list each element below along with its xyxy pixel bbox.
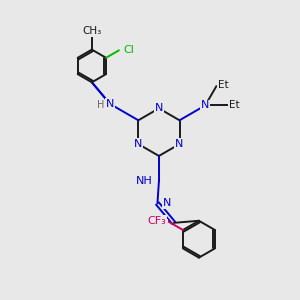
Text: N: N [175,139,184,149]
Text: Et: Et [229,100,240,110]
Text: CH₃: CH₃ [82,26,101,36]
Text: N: N [106,99,114,109]
Text: N: N [163,199,171,208]
Text: H: H [160,219,167,229]
Text: Cl: Cl [123,45,134,55]
Text: H: H [97,100,104,110]
Text: N: N [201,100,209,110]
Text: N: N [155,103,163,113]
Text: N: N [134,139,142,149]
Text: CF₃: CF₃ [147,216,166,226]
Text: NH: NH [136,176,152,186]
Text: Et: Et [218,80,229,90]
